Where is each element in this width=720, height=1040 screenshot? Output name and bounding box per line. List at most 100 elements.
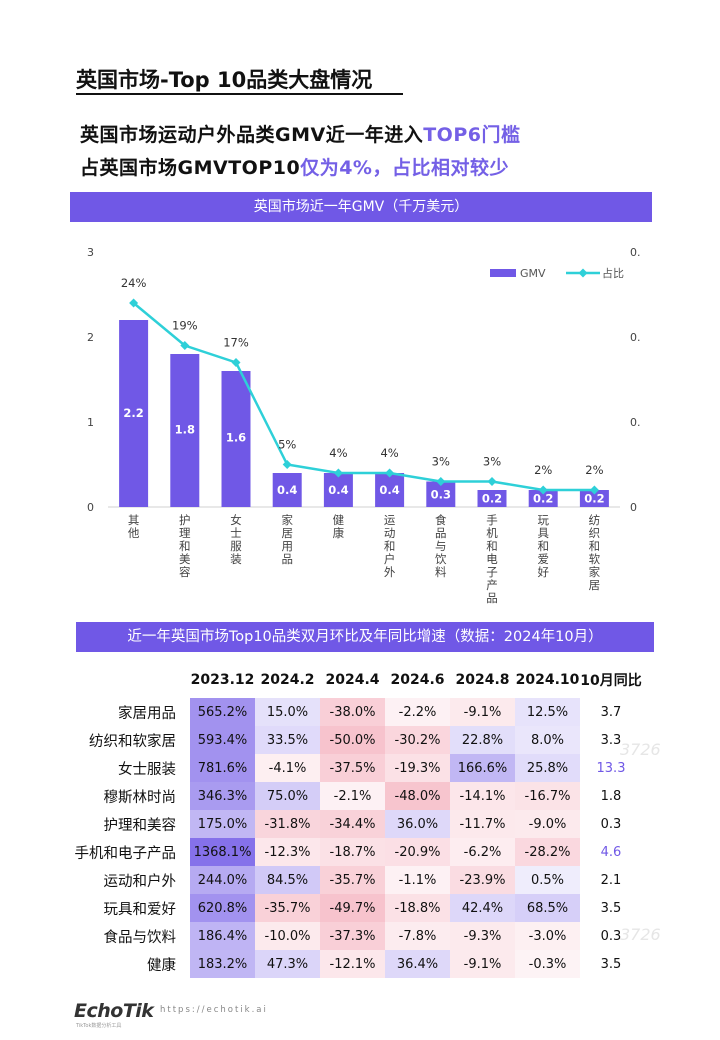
bar-gmv: [528, 490, 558, 507]
growth-cell: 565.2%: [190, 698, 255, 726]
growth-cell: -30.2%: [385, 726, 450, 754]
yoy-cell: 0.3: [600, 928, 622, 944]
growth-cell: -12.3%: [255, 838, 320, 866]
y2-axis-tick-label: 0.1: [630, 416, 640, 429]
bar-gmv: [119, 320, 149, 507]
bar-value-label: 0.4: [277, 483, 297, 497]
headline-line-1-highlight: TOP6门槛: [423, 124, 521, 146]
x-axis-category-char: 产: [486, 578, 498, 592]
x-axis-category-char: 与: [435, 539, 447, 553]
bar-gmv: [170, 354, 200, 507]
growth-cell: -35.7%: [320, 866, 385, 894]
x-axis-category-char: 软: [589, 552, 601, 566]
bar-value-label: 1.8: [175, 423, 195, 437]
headline-line-1: 英国市场运动户外品类GMV近一年进入TOP6门槛: [80, 120, 520, 147]
row-category: 玩具和爱好: [103, 901, 177, 918]
growth-cell: -9.1%: [450, 950, 515, 978]
x-axis-category-char: 具: [537, 526, 549, 540]
growth-cell: -14.1%: [450, 782, 515, 810]
growth-cell: 186.4%: [190, 922, 255, 950]
headline-line-2-text: 占英国市场GMVTOP10: [80, 157, 301, 179]
growth-cell: 68.5%: [515, 894, 580, 922]
growth-cell: 22.8%: [450, 726, 515, 754]
growth-cell: 620.8%: [190, 894, 255, 922]
growth-cell: -35.7%: [255, 894, 320, 922]
growth-cell: -28.2%: [515, 838, 580, 866]
x-axis-category-char: 女: [230, 513, 242, 527]
growth-cell: -20.9%: [385, 838, 450, 866]
y-axis-tick-label: 3: [87, 246, 94, 259]
growth-cell: 244.0%: [190, 866, 255, 894]
bar-gmv: [221, 371, 251, 507]
growth-table: 2023.12 2024.2 2024.4 2024.6 2024.8 2024.10 10…: [70, 662, 642, 978]
growth-cell: 8.0%: [515, 726, 580, 754]
bar-value-label: 0.4: [379, 483, 399, 497]
bar-value-label: 1.6: [226, 431, 246, 445]
table-row: 家居用品 565.2% 15.0% -38.0% -2.2% -9.1% 12.5% 3.7: [70, 698, 642, 726]
growth-cell: -0.3%: [515, 950, 580, 978]
growth-cell: -31.8%: [255, 810, 320, 838]
row-category: 食品与饮料: [103, 929, 177, 946]
table-column-header: 2024.4: [325, 672, 380, 688]
share-point: [180, 341, 190, 350]
bar-value-label: 0.2: [482, 492, 502, 506]
growth-cell: 12.5%: [515, 698, 580, 726]
share-value-label: 17%: [223, 336, 249, 350]
table-row: 食品与饮料 186.4% -10.0% -37.3% -7.8% -9.3% -3.0% 0.…: [70, 922, 642, 950]
growth-cell: 36.0%: [385, 810, 450, 838]
growth-cell: 175.0%: [190, 810, 255, 838]
share-value-label: 3%: [432, 455, 450, 469]
legend-marker-share: [578, 268, 588, 278]
row-category: 健康: [147, 957, 176, 974]
growth-cell: -37.5%: [320, 754, 385, 782]
growth-cell: 0.5%: [515, 866, 580, 894]
row-category: 穆斯林时尚: [103, 789, 177, 806]
yoy-cell: 13.3: [596, 760, 626, 776]
y-axis-tick-label: 1: [87, 416, 94, 429]
growth-cell: -19.3%: [385, 754, 450, 782]
growth-cell: 25.8%: [515, 754, 580, 782]
table-header-row: 2023.12 2024.2 2024.4 2024.6 2024.8 2024.10 10…: [70, 662, 642, 698]
y2-axis-tick-label: 0.2: [630, 331, 640, 344]
x-axis-category-char: 手: [486, 513, 498, 527]
echotik-logo: EchoTik: [74, 1000, 154, 1022]
x-axis-category-char: 玩: [537, 513, 549, 527]
growth-cell: 781.6%: [190, 754, 255, 782]
table-row: 护理和美容 175.0% -31.8% -34.4% 36.0% -11.7% -9.0% 0…: [70, 810, 642, 838]
growth-cell: -2.2%: [385, 698, 450, 726]
table-column-header: 10月同比: [580, 673, 642, 689]
share-value-label: 19%: [172, 319, 198, 333]
table-row: 纺织和软家居 593.4% 33.5% -50.0% -30.2% 22.8% 8.0% 3.…: [70, 726, 642, 754]
growth-cell: -23.9%: [450, 866, 515, 894]
table-column-header: 2024.8: [455, 672, 510, 688]
bar-value-label: 0.2: [533, 492, 553, 506]
share-point: [129, 298, 139, 308]
x-axis-category-char: 和: [179, 539, 191, 553]
bar-gmv: [323, 473, 353, 507]
growth-cell: -12.1%: [320, 950, 385, 978]
growth-cell: -2.1%: [320, 782, 385, 810]
table-row: 女士服装 781.6% -4.1% -37.5% -19.3% 166.6% 25.8% 13…: [70, 754, 642, 782]
growth-cell: 15.0%: [255, 698, 320, 726]
growth-cell: -38.0%: [320, 698, 385, 726]
yoy-cell: 3.5: [600, 900, 622, 916]
yoy-cell: 2.1: [600, 872, 622, 888]
growth-cell: -9.0%: [515, 810, 580, 838]
yoy-cell: 3.3: [600, 732, 622, 748]
bar-gmv: [375, 473, 405, 507]
x-axis-category-char: 用: [281, 539, 293, 553]
footer-url[interactable]: https://echotik.ai: [160, 1005, 268, 1015]
table-row: 玩具和爱好 620.8% -35.7% -49.7% -18.8% 42.4% 68.5% 3…: [70, 894, 642, 922]
x-axis-category-char: 服: [230, 539, 242, 553]
growth-cell: -1.1%: [385, 866, 450, 894]
share-value-label: 5%: [278, 438, 296, 452]
y2-axis-tick-label: 0: [630, 501, 637, 514]
x-axis-category-char: 织: [589, 526, 601, 540]
row-category: 女士服装: [118, 761, 176, 778]
table-row: 穆斯林时尚 346.3% 75.0% -2.1% -48.0% -14.1% -16.7% 1…: [70, 782, 642, 810]
x-axis-category-char: 爱: [537, 552, 549, 566]
row-category: 护理和美容: [103, 817, 177, 834]
growth-cell: -11.7%: [450, 810, 515, 838]
share-value-label: 4%: [329, 446, 347, 460]
table-row: 健康 183.2% 47.3% -12.1% 36.4% -9.1% -0.3% 3.5: [70, 950, 642, 978]
